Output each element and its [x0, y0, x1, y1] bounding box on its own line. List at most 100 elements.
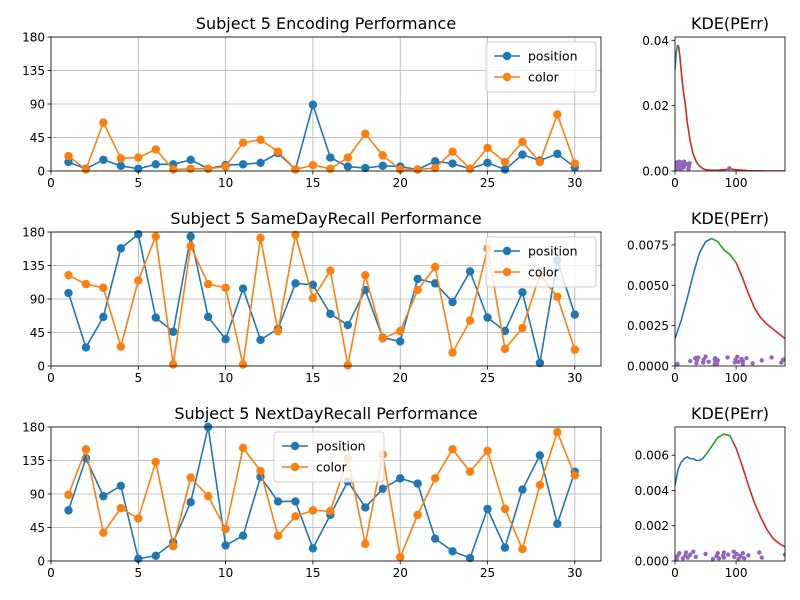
sameday-color-point: [81, 279, 91, 289]
sameday-color-point: [378, 334, 387, 343]
kde_nextday-plot-area: [675, 433, 785, 561]
kde_sameday-point: [725, 355, 730, 360]
sameday-position-point: [99, 312, 108, 322]
encoding-xtick-label: 20: [393, 176, 408, 190]
nextday-position-point: [483, 504, 492, 514]
sameday-xtick-label: 30: [567, 371, 582, 385]
nextday-position-point: [238, 531, 248, 540]
sameday-legend-position-marker: [502, 246, 512, 256]
encoding-ytick-label: 90: [30, 98, 45, 112]
nextday-color-point: [465, 467, 475, 476]
encoding-position-point: [361, 163, 370, 173]
encoding-position-point: [343, 162, 353, 171]
kde_nextday-point: [740, 550, 746, 556]
kde_nextday-point: [746, 553, 751, 558]
nextday-color-point: [396, 553, 405, 562]
encoding-color-point: [413, 165, 422, 174]
nextday-position-point: [448, 547, 457, 556]
sameday-position-point: [169, 327, 178, 336]
encoding-color-point: [535, 157, 545, 167]
encoding-color-point: [169, 165, 178, 174]
kde_sameday-point: [696, 355, 701, 360]
sameday-plot-area: [64, 230, 580, 370]
encoding-position-point: [378, 161, 387, 170]
encoding-xtick-label: 25: [480, 176, 495, 190]
encoding-legend-box: [485, 41, 597, 93]
kde_nextday-xtick-label: 0: [671, 566, 679, 580]
sameday-color-point: [361, 270, 370, 280]
kde_nextday-density-mid: [704, 433, 734, 456]
kde_encoding-xtick-label: 100: [725, 176, 748, 190]
kde_nextday-ytick-label: 0.004: [635, 484, 669, 498]
nextday-title: Subject 5 NextDayRecall Performance: [174, 404, 477, 423]
nextday-legend-position-label: position: [316, 439, 366, 454]
kde_sameday-plot-area: [675, 237, 785, 366]
encoding-color-point: [273, 147, 283, 156]
kde_sameday-density-mid: [711, 237, 737, 264]
sameday-position-point: [343, 320, 353, 330]
encoding-color-point: [343, 153, 353, 162]
sameday-color-point: [256, 233, 265, 243]
kde_sameday-point: [675, 361, 680, 366]
nextday-color-point: [81, 445, 91, 454]
sameday-color-point: [151, 232, 160, 241]
encoding-title: Subject 5 Encoding Performance: [196, 14, 456, 33]
sameday-color-point: [238, 360, 248, 369]
encoding-position-point: [430, 157, 440, 166]
sameday-position-point: [186, 232, 195, 241]
sameday-position-point: [116, 244, 126, 253]
kde_nextday-point: [731, 549, 736, 554]
encoding-position-point: [448, 159, 457, 168]
kde_sameday-point: [688, 358, 693, 364]
encoding-color-point: [396, 165, 405, 174]
kde_nextday-point: [759, 555, 764, 560]
kde_nextday-point: [693, 554, 698, 560]
nextday-ytick-label: 0: [37, 555, 45, 569]
encoding-legend-position-marker: [502, 51, 512, 61]
sameday-color-point: [203, 279, 213, 289]
kde_encoding-ytick-label: 0.04: [642, 34, 669, 48]
nextday-xtick-label: 20: [393, 566, 408, 580]
kde_encoding-frame: [674, 36, 786, 172]
sameday-xtick-label: 25: [480, 371, 495, 385]
nextday-color-point: [203, 492, 213, 501]
encoding-position-point: [500, 165, 510, 174]
encoding-ytick-label: 135: [22, 64, 45, 78]
kde_sameday-point: [740, 358, 746, 364]
nextday-position-point: [291, 497, 300, 506]
kde_nextday-point: [734, 551, 739, 557]
encoding-color-point: [186, 164, 195, 173]
encoding-position-point: [186, 155, 195, 165]
kde_nextday-point: [680, 556, 686, 561]
sameday-position-point: [221, 335, 230, 344]
nextday-xtick-label: 15: [305, 566, 320, 580]
nextday-legend-color-label: color: [316, 460, 348, 475]
nextday-color-point: [186, 473, 195, 482]
sameday-color-point: [553, 292, 562, 301]
sameday-xtick-label: 5: [134, 371, 142, 385]
nextday-color-point: [535, 480, 545, 490]
encoding-position-point: [518, 150, 527, 159]
nextday-color-point: [64, 490, 73, 499]
kde_nextday-point: [732, 554, 737, 560]
sameday-legend-position-label: position: [528, 244, 578, 259]
sameday-position-point: [570, 310, 580, 319]
nextday-position-point: [151, 551, 160, 560]
kde_nextday-point: [716, 556, 722, 561]
nextday-position-point: [64, 506, 73, 515]
sameday-position-point: [396, 337, 405, 346]
encoding-xtick-label: 30: [567, 176, 582, 190]
nextday-xtick-label: 30: [567, 566, 582, 580]
nextday-position-point: [361, 503, 370, 512]
sameday-position-point: [81, 343, 91, 352]
kde_nextday-frame: [674, 426, 786, 562]
sameday-color-point: [169, 360, 178, 369]
kde-encoding-title: KDE(PErr): [691, 14, 769, 33]
sameday-color-point: [186, 241, 195, 251]
nextday-position-point: [518, 485, 527, 494]
sameday-position-point: [203, 312, 213, 322]
sameday-position-point: [535, 358, 545, 368]
sameday-legend-box: [485, 236, 597, 288]
sameday-color-point: [221, 283, 230, 293]
